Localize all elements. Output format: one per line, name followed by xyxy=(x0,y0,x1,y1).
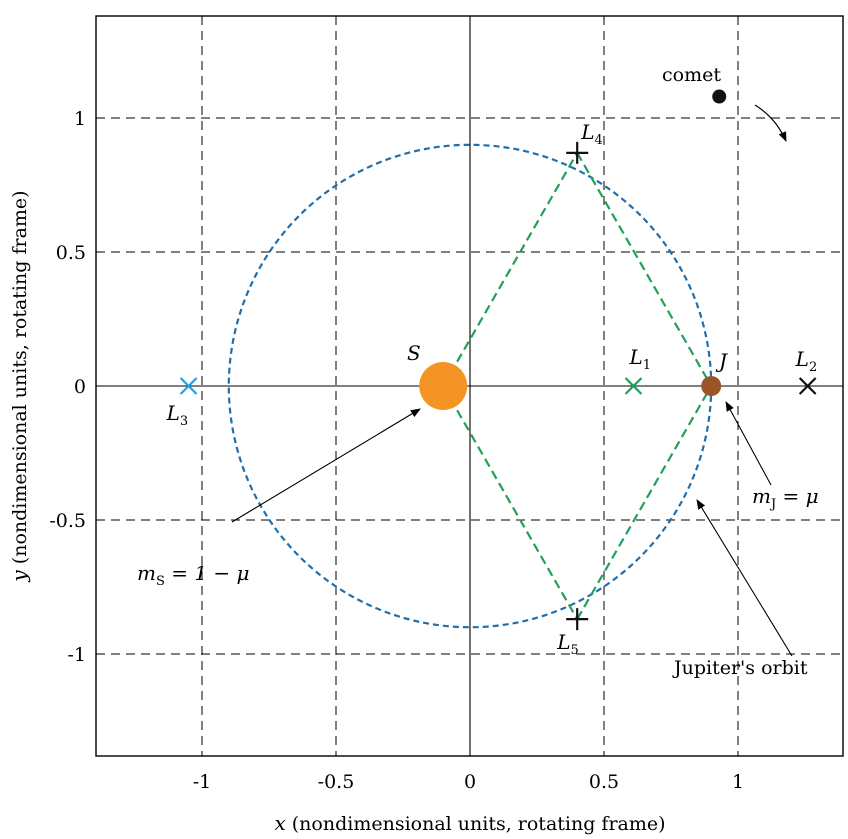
orbit-label: Jupiter's orbit xyxy=(672,657,808,679)
sun-mass-arrow xyxy=(231,408,421,523)
x-tick-label: -1 xyxy=(193,771,212,793)
sun-mass-label: mS = 1 − μ xyxy=(137,561,250,589)
lagrange-points xyxy=(179,141,817,631)
y-tick-label: 1 xyxy=(74,108,86,130)
sun-marker xyxy=(419,362,468,410)
lagrange-label-L1: L1 xyxy=(628,345,651,373)
marker-stroke xyxy=(798,377,817,395)
grid-lines xyxy=(96,16,843,756)
x-tick-label: 0 xyxy=(464,771,476,793)
x-axis-title: x (nondimensional units, rotating frame) xyxy=(274,811,665,835)
lagrange-marker-L5 xyxy=(566,608,589,631)
triangle-edge xyxy=(442,385,579,620)
y-tick-label: -0.5 xyxy=(49,510,86,532)
y-tick-label: -1 xyxy=(67,644,86,666)
sun-label: S xyxy=(407,341,421,365)
jupiter-mass-label: mJ = μ xyxy=(752,484,819,512)
lagrange-marker-L3 xyxy=(179,377,198,395)
orbit-label-arrow xyxy=(696,499,793,657)
lagrange-labels: L1 L2 L3 L4 L5 xyxy=(166,120,818,658)
comet-label: comet xyxy=(662,64,721,86)
y-tick-label: 0.5 xyxy=(56,242,86,264)
x-tick-label: 0.5 xyxy=(589,771,619,793)
lagrange-label-L2: L2 xyxy=(795,347,818,375)
marker-stroke xyxy=(179,377,198,395)
lagrange-marker-L1 xyxy=(624,377,643,395)
x-tick-label: 1 xyxy=(732,771,744,793)
jupiter-marker xyxy=(701,376,722,396)
triangle-edge xyxy=(576,385,713,620)
jupiter-mass-arrow xyxy=(725,401,772,486)
axes-lines xyxy=(96,16,843,756)
triangle-edge xyxy=(442,152,579,387)
lagrange-label-L5: L5 xyxy=(556,630,579,658)
triangle-edge xyxy=(576,152,713,387)
x-tick-labels: -1 -0.5 0 0.5 1 xyxy=(193,771,744,793)
marker-stroke xyxy=(624,377,643,395)
equilateral-triangles xyxy=(442,152,713,620)
y-tick-label: 0 xyxy=(74,376,86,398)
y-tick-labels: -1 -0.5 0 0.5 1 xyxy=(49,108,86,666)
comet-marker xyxy=(712,89,727,104)
y-axis-title: y (nondimensional units, rotating frame) xyxy=(7,190,31,582)
plot-frame xyxy=(95,15,844,757)
lagrange-label-L4: L4 xyxy=(580,120,603,148)
comet-trajectory-arrow xyxy=(754,104,787,142)
lagrange-marker-L2 xyxy=(798,377,817,395)
x-tick-label: -0.5 xyxy=(318,771,355,793)
lagrange-marker-L4 xyxy=(566,141,589,164)
lagrange-label-L3: L3 xyxy=(166,401,189,429)
jupiter-label: J xyxy=(715,349,728,373)
